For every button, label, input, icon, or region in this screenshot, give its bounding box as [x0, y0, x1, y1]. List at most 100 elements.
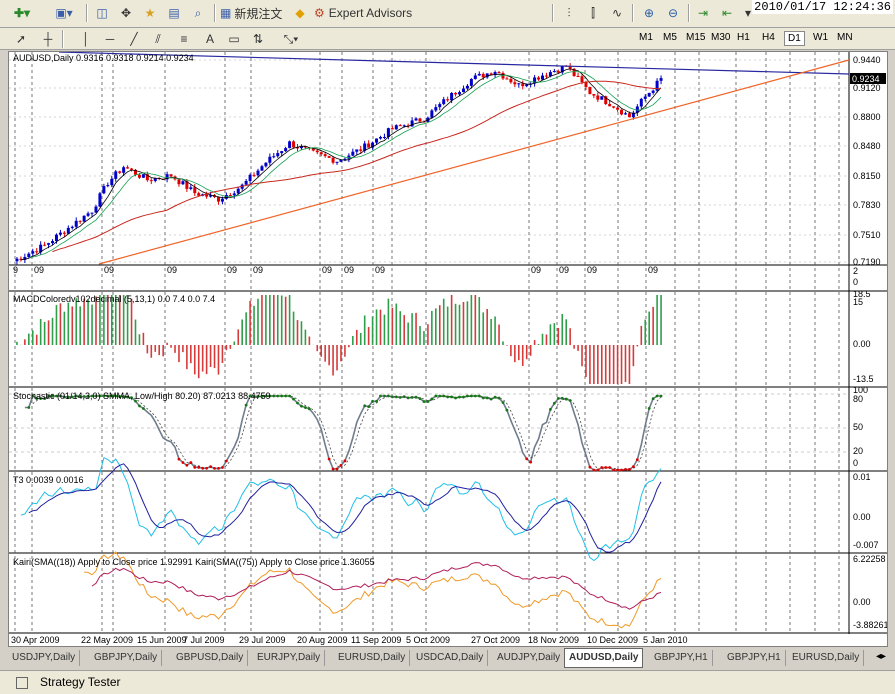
chart-tab[interactable]: AUDUSD,Daily: [564, 648, 644, 668]
candle-chart-button[interactable]: ⫿: [584, 3, 602, 23]
stoch-oversold-mark: [189, 461, 193, 464]
chart-tab[interactable]: GBPUSD,Daily: [172, 650, 249, 666]
candle-body: [580, 76, 584, 83]
shapes-dropdown[interactable]: ⤡▾: [278, 29, 304, 49]
stoch-oversold-mark: [327, 457, 331, 461]
stoch-overbought-mark: [284, 394, 288, 398]
stoch-oversold-mark: [339, 463, 343, 467]
chart-tab[interactable]: USDCAD,Daily: [412, 650, 489, 666]
t3-scale-label: 0.01: [853, 472, 871, 482]
candle-body: [94, 206, 98, 213]
chart-tab[interactable]: USDJPY,Daily: [8, 650, 81, 666]
new-order-icon: ▦: [220, 6, 232, 20]
stoch-overbought-mark: [375, 399, 378, 403]
label-button[interactable]: ▭: [226, 29, 242, 49]
timeframe-m15[interactable]: M15: [686, 32, 706, 43]
timeframe-m1[interactable]: M1: [639, 32, 653, 43]
chart-tab[interactable]: GBPJPY,H1: [723, 650, 786, 666]
candle-body: [31, 251, 35, 254]
main-toolbar: ✚▾ ▣▾ ◫ ✥ ★ ▤ ⌕ ▦ 新規注文 ◆ ⚙ Expert Adviso…: [0, 0, 895, 28]
indicators-button[interactable]: ▾: [742, 3, 754, 23]
strategy-tester-bar[interactable]: Strategy Tester: [0, 670, 895, 694]
market-watch-button[interactable]: ◫: [92, 3, 112, 23]
stoch-overbought-mark: [367, 405, 371, 409]
t3-scale-label: -0.007: [853, 540, 879, 550]
strategy-tester-button[interactable]: ⌕: [188, 3, 208, 23]
cursor-button[interactable]: ➚: [14, 29, 28, 49]
chart-tab[interactable]: EURUSD,Daily: [334, 650, 411, 666]
candle-body: [541, 75, 545, 80]
candle-body: [118, 171, 122, 173]
candle-body: [256, 170, 260, 176]
chart-tab[interactable]: GBPJPY,Daily: [90, 650, 163, 666]
chart-shift-button[interactable]: ⇤: [718, 3, 736, 23]
bar-chart-button[interactable]: ⫶: [560, 3, 578, 23]
navigator-button[interactable]: ★: [140, 3, 160, 23]
candle-body: [647, 92, 651, 97]
chart-tab[interactable]: EURUSD,Daily: [788, 650, 865, 666]
stoch-overbought-mark: [39, 397, 43, 400]
chart-tab[interactable]: GBPJPY,H1: [650, 650, 713, 666]
horizontal-line-button[interactable]: ─: [102, 29, 118, 49]
candle-body: [23, 257, 27, 260]
profiles-button[interactable]: ▣▾: [46, 3, 82, 23]
timeframe-m5[interactable]: M5: [663, 32, 677, 43]
crosshair-tool-button[interactable]: ┼: [40, 29, 56, 49]
candle-body: [82, 215, 86, 222]
timeframe-h1[interactable]: H1: [737, 32, 750, 43]
text-icon: A: [205, 32, 214, 46]
line-chart-button[interactable]: ∿: [608, 3, 626, 23]
candle-body: [303, 146, 307, 148]
trendline-button[interactable]: ╱: [126, 29, 142, 49]
new-chart-button[interactable]: ✚▾: [4, 3, 40, 23]
channel-button[interactable]: ⫽: [150, 29, 166, 49]
candle-body: [126, 167, 130, 169]
text-button[interactable]: A: [202, 29, 218, 49]
candle-body: [299, 146, 303, 149]
candle-body: [177, 179, 181, 185]
tab-scroll-arrows[interactable]: ◂▸: [875, 651, 886, 662]
price-chart[interactable]: 0.9234 0.9440 0.9120 0.8800 0.8480 0.8150 0.78…: [9, 51, 889, 646]
stoch-overbought-mark: [450, 395, 454, 399]
crosshair-button[interactable]: ✥: [116, 3, 136, 23]
vertical-line-button[interactable]: │: [78, 29, 94, 49]
stoch-oversold-mark: [628, 467, 631, 471]
candle-body: [612, 106, 616, 108]
tester-expand-icon[interactable]: [16, 677, 28, 689]
stoch-overbought-mark: [78, 395, 82, 398]
timeframe-h4[interactable]: H4: [762, 32, 775, 43]
stoch-overbought-mark: [379, 394, 382, 398]
fibonacci-button[interactable]: ≡: [176, 29, 192, 49]
stoch-overbought-mark: [59, 394, 62, 398]
autoscroll-button[interactable]: ⇥: [694, 3, 712, 23]
arrows-button[interactable]: ⇅: [250, 29, 266, 49]
stoch-overbought-mark: [252, 395, 256, 398]
separator-label: 09: [587, 265, 597, 275]
timeframe-mn[interactable]: MN: [837, 32, 853, 43]
separator-label: 09: [648, 265, 658, 275]
zoom-in-button[interactable]: ⊕: [640, 3, 658, 23]
timeframe-d1[interactable]: D1: [784, 31, 805, 46]
zoom-out-button[interactable]: ⊖: [664, 3, 682, 23]
stoch-overbought-mark: [549, 408, 552, 411]
stoch-overbought-mark: [493, 395, 497, 399]
candle-body: [446, 99, 450, 101]
candle-body: [438, 104, 442, 108]
chart-shift-icon: ⇤: [721, 6, 733, 20]
kairi-scale-label: 0.00: [853, 597, 871, 607]
chart-tab[interactable]: AUDJPY,Daily: [493, 650, 566, 666]
expert-advisors-button[interactable]: ⚙ Expert Advisors: [314, 3, 420, 23]
alert-button[interactable]: ◆: [292, 3, 308, 23]
candle-body: [114, 171, 118, 179]
candle-body: [193, 187, 197, 194]
terminal-button[interactable]: ▤: [164, 3, 184, 23]
price-scale-label: 0.9120: [853, 83, 881, 93]
stoch-overbought-mark: [473, 394, 477, 398]
timeframe-m30[interactable]: M30: [711, 32, 731, 43]
timeframe-w1[interactable]: W1: [813, 32, 828, 43]
chart-tab[interactable]: EURJPY,Daily: [253, 650, 326, 666]
chart-window[interactable]: 0.9234 0.9440 0.9120 0.8800 0.8480 0.8150 0.78…: [8, 51, 889, 647]
stoch-oversold-mark: [612, 468, 616, 472]
candle-body: [260, 166, 264, 171]
new-order-button[interactable]: ▦ 新規注文: [220, 3, 300, 23]
